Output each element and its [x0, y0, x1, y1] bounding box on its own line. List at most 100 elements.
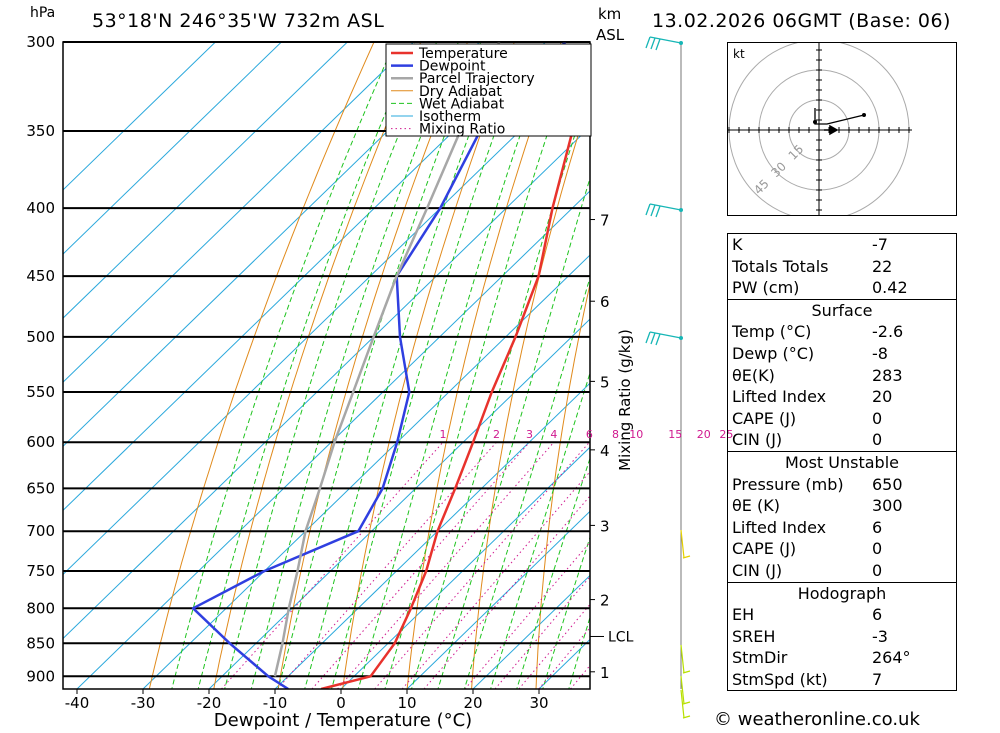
mixing-ratio-label: 15 — [668, 428, 682, 441]
index-label: θE (K) — [732, 496, 780, 516]
wet-adiabat-line — [197, 42, 416, 689]
height-tick-label: 2 — [600, 592, 610, 610]
wet-adiabat-line — [384, 42, 580, 689]
storm-motion-arrow — [824, 124, 839, 136]
mixing-ratio-label: 1 — [440, 428, 447, 441]
index-value: 0.42 — [872, 278, 908, 298]
mixing-ratio-label: 10 — [629, 428, 643, 441]
location-title: 53°18'N 246°35'W 732m ASL — [92, 10, 385, 32]
hodograph-section-title: Hodograph — [728, 581, 956, 605]
mixing-ratio-line — [221, 441, 444, 689]
pressure-unit-label: hPa — [30, 5, 56, 21]
mixing-ratio-label: 8 — [612, 428, 619, 441]
index-row: StmDir 264° — [728, 647, 956, 669]
series-line-temperature — [320, 79, 590, 689]
index-label: EH — [732, 605, 755, 625]
x-tick-label: -40 — [65, 694, 90, 712]
index-row: CAPE (J) 0 — [728, 538, 956, 560]
legend-entry: Isotherm — [419, 109, 481, 125]
isotherm-line — [142, 254, 590, 689]
plot-frame — [62, 41, 591, 690]
legend-entry: Mixing Ratio — [419, 122, 505, 138]
index-value: 283 — [872, 365, 903, 385]
dry-adiabat-line — [535, 281, 590, 689]
mixing-ratio-line — [276, 441, 497, 689]
index-label: Pressure (mb) — [732, 474, 844, 494]
x-tick-label: -10 — [263, 694, 288, 712]
pressure-tick-label: 300 — [26, 33, 55, 51]
hodograph-trace — [814, 108, 865, 125]
mixing-ratio-label: 2 — [493, 428, 500, 441]
x-tick-label: -30 — [131, 694, 156, 712]
pressure-tick-label: 850 — [26, 634, 55, 652]
x-tick-label: 30 — [529, 694, 548, 712]
height-tick-label: 4 — [600, 442, 610, 460]
index-value: -3 — [872, 626, 888, 646]
mixing-ratio-label: 20 — [697, 428, 711, 441]
wet-adiabat-line — [516, 456, 590, 689]
index-value: 650 — [872, 474, 903, 494]
dry-adiabat-line — [148, 42, 375, 689]
index-value: 6 — [872, 517, 883, 537]
isotherm-line — [63, 42, 282, 255]
index-label: Totals Totals — [732, 256, 829, 276]
wind-barb — [645, 36, 682, 51]
index-label: SREH — [732, 626, 776, 646]
index-value: -2.6 — [872, 322, 904, 342]
index-value: 264° — [872, 648, 911, 668]
wind-barb — [645, 331, 682, 346]
wet-adiabat-line — [277, 42, 482, 689]
index-value: 0 — [872, 408, 883, 428]
mixing-ratio-label: 4 — [550, 428, 557, 441]
wet-adiabat-line — [357, 42, 554, 689]
index-value: 0 — [872, 560, 883, 580]
dry-adiabat-line — [277, 42, 468, 689]
index-value: 22 — [872, 256, 893, 276]
index-row: K -7 — [728, 234, 956, 256]
wet-adiabat-line — [490, 371, 590, 689]
isotherm-line — [63, 42, 546, 512]
wet-adiabat-line — [224, 42, 438, 689]
indices-table: K -7 Totals Totals 22 PW (cm) 0.42 Surface Te… — [727, 233, 957, 692]
pressure-tick-label: 550 — [26, 383, 55, 401]
index-row: Pressure (mb) 650 — [728, 474, 956, 496]
series-line-dewpoint — [191, 42, 567, 689]
x-tick-label: 0 — [336, 694, 346, 712]
index-label: StmDir — [732, 648, 788, 668]
height-unit-km: km — [598, 5, 622, 23]
pressure-tick-label: 600 — [26, 433, 55, 451]
index-row: CIN (J) 0 — [728, 560, 956, 582]
wind-barb — [680, 689, 691, 719]
x-tick-label: -20 — [197, 694, 222, 712]
isotherm-line — [208, 318, 590, 689]
most-unstable-section-title: Most Unstable — [728, 450, 956, 474]
index-value: 0 — [872, 430, 883, 450]
wet-adiabat-line — [330, 42, 529, 689]
index-label: Dewp (°C) — [732, 343, 815, 363]
index-row: StmSpd (kt) 7 — [728, 669, 956, 691]
mixing-ratio-line — [494, 575, 590, 689]
index-value: -7 — [872, 235, 888, 254]
mixing-ratio-line — [464, 541, 590, 689]
isotherm-line — [274, 382, 590, 689]
dry-adiabat-line — [406, 42, 562, 689]
isotherm-line — [76, 190, 590, 689]
index-label: K — [732, 235, 743, 254]
isotherm-line — [63, 42, 414, 383]
index-row: Dewp (°C) -8 — [728, 343, 956, 365]
index-row: PW (cm) 0.42 — [728, 277, 956, 299]
lcl-label: LCL — [608, 629, 634, 645]
pressure-tick-label: 650 — [26, 479, 55, 497]
index-row: θE (K) 300 — [728, 495, 956, 517]
index-row: CAPE (J) 0 — [728, 408, 956, 430]
mixing-ratio-line — [374, 441, 590, 689]
x-axis-label: Dewpoint / Temperature (°C) — [214, 710, 472, 731]
mixing-ratio-line — [401, 470, 590, 689]
mixing-ratio-line — [311, 441, 530, 689]
index-label: θE(K) — [732, 365, 775, 385]
datetime-title: 13.02.2026 06GMT (Base: 06) — [652, 10, 951, 32]
isotherm-line — [63, 42, 480, 447]
